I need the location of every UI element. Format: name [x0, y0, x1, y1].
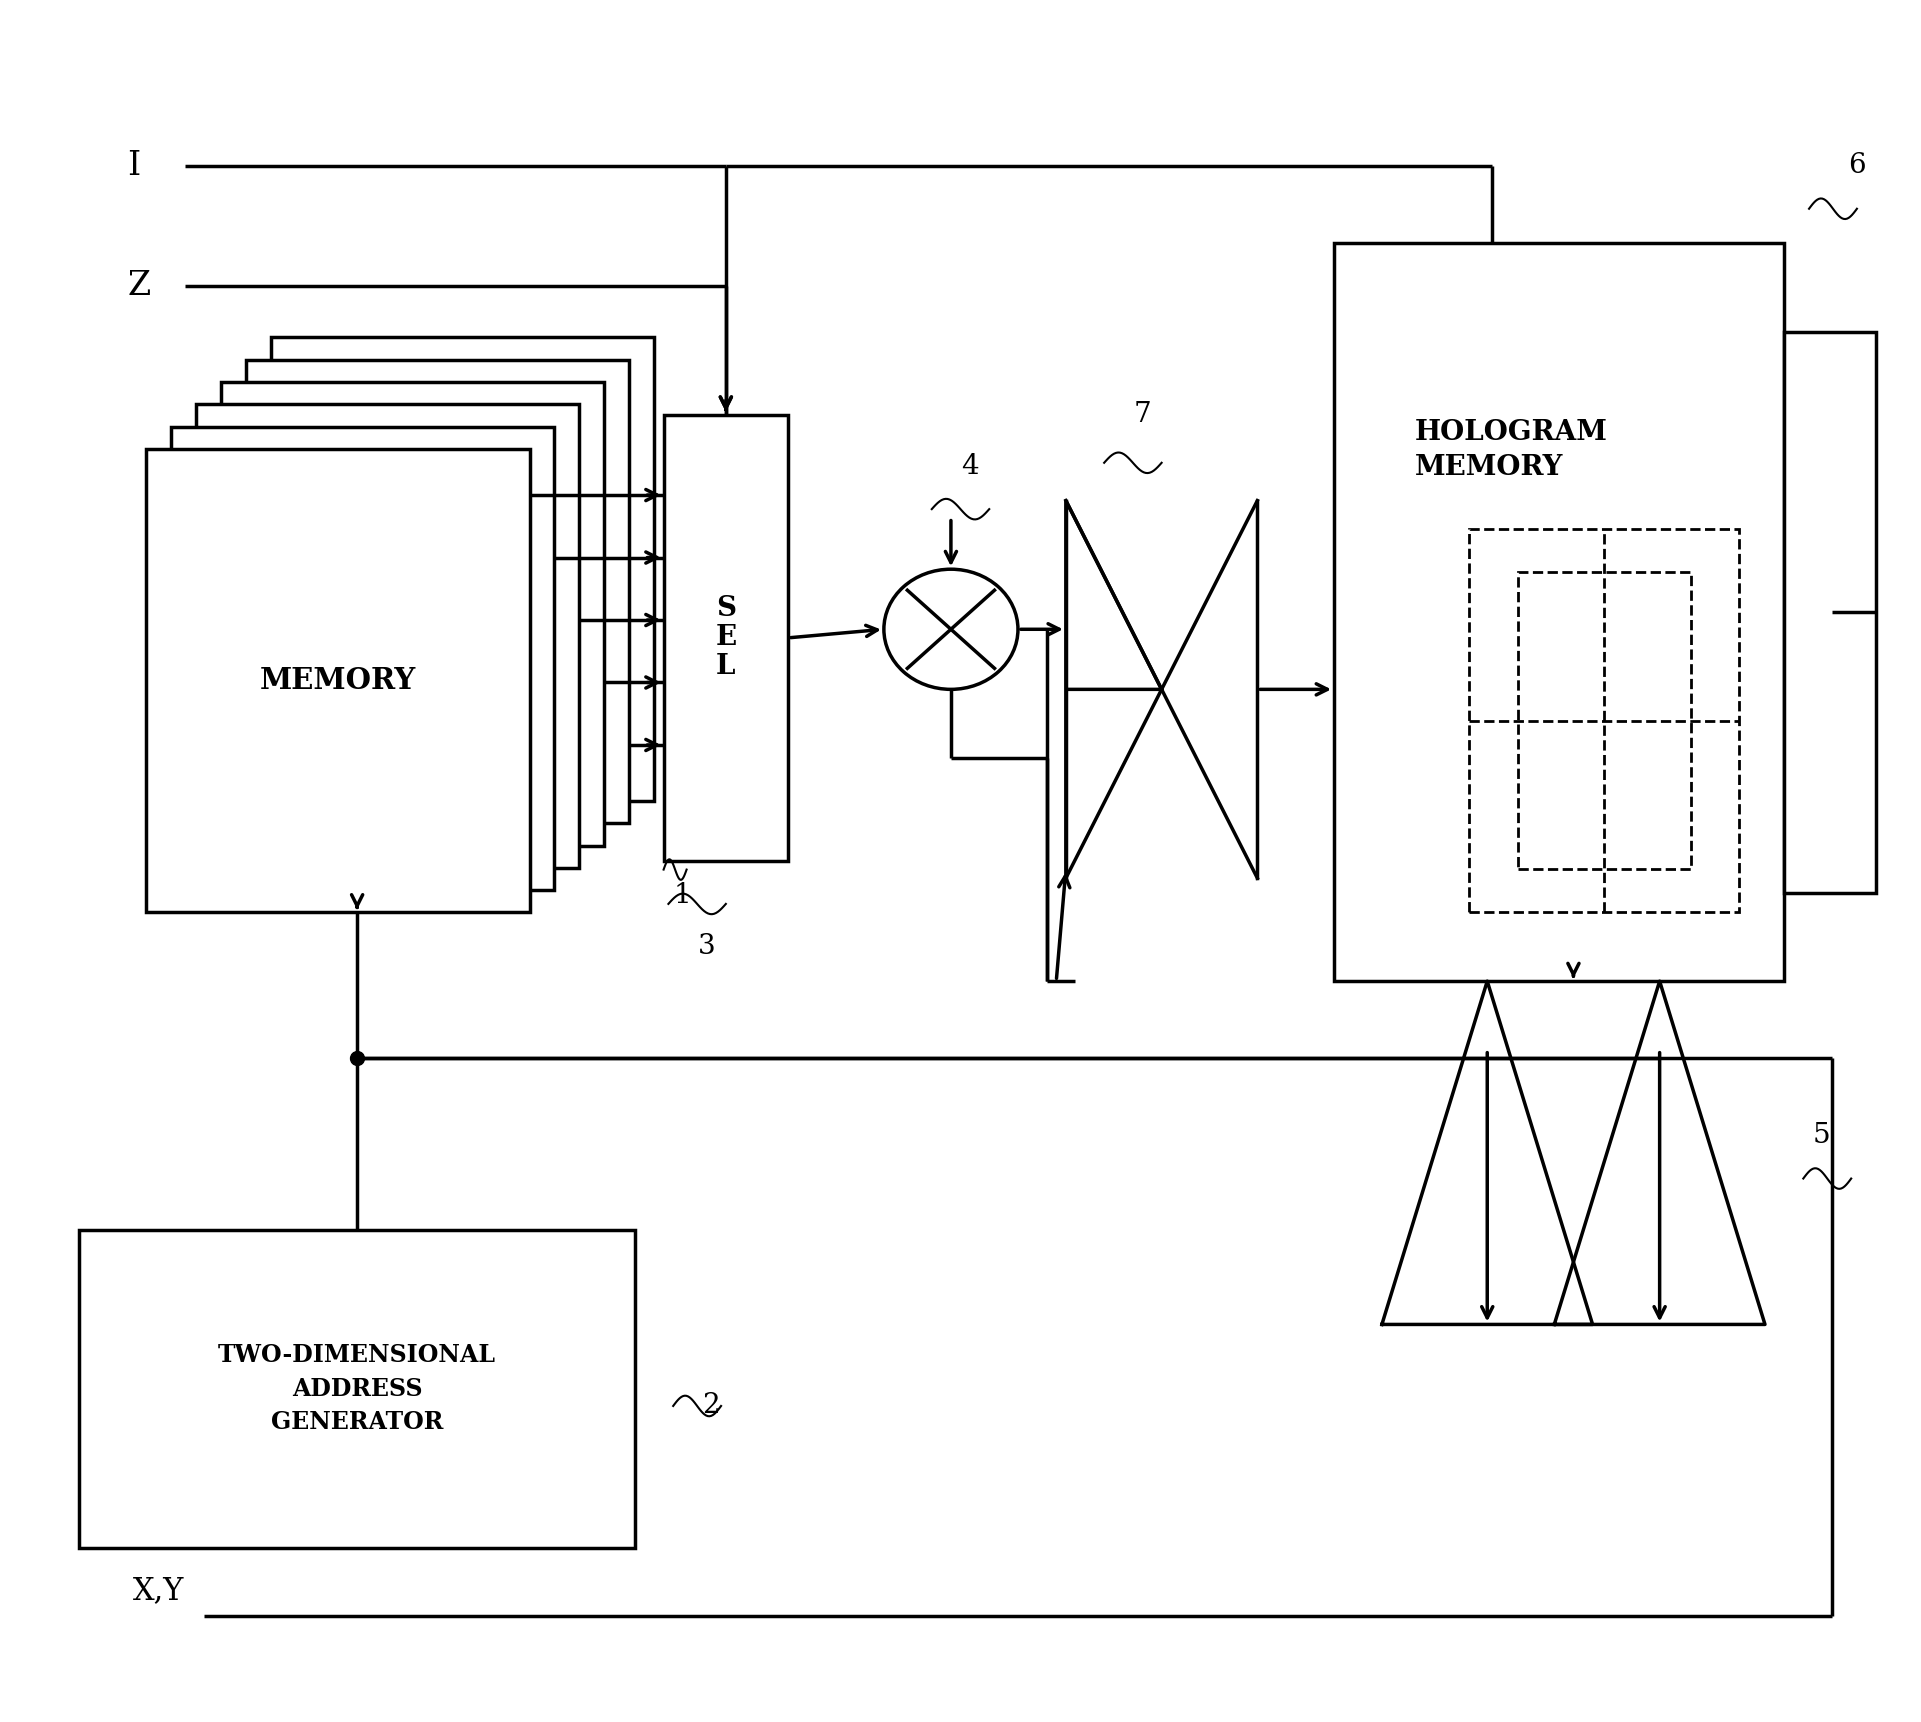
Bar — [79, 1230, 634, 1548]
Bar — [146, 449, 530, 913]
Bar — [1518, 572, 1690, 870]
Bar — [1333, 243, 1785, 982]
Text: 4: 4 — [960, 453, 980, 480]
Bar — [221, 382, 605, 846]
Text: Z: Z — [127, 270, 150, 301]
Text: 1: 1 — [672, 882, 692, 909]
Text: S
E
L: S E L — [715, 596, 736, 680]
Bar — [196, 405, 580, 868]
Text: 6: 6 — [1848, 152, 1865, 179]
Text: X,Y: X,Y — [133, 1576, 184, 1607]
Bar — [271, 338, 653, 801]
Bar — [171, 427, 555, 890]
Text: MEMORY: MEMORY — [259, 666, 417, 696]
Bar — [246, 360, 630, 823]
Text: 7: 7 — [1133, 401, 1151, 429]
Text: HOLOGRAM
MEMORY: HOLOGRAM MEMORY — [1416, 418, 1608, 480]
Text: 5: 5 — [1813, 1123, 1831, 1149]
Bar — [1470, 529, 1739, 913]
Text: TWO-DIMENSIONAL
ADDRESS
GENERATOR: TWO-DIMENSIONAL ADDRESS GENERATOR — [219, 1343, 496, 1434]
Text: 3: 3 — [697, 933, 715, 961]
Bar — [663, 415, 788, 861]
Text: I: I — [127, 150, 140, 183]
Bar — [1785, 332, 1877, 892]
Text: 2: 2 — [701, 1393, 720, 1419]
